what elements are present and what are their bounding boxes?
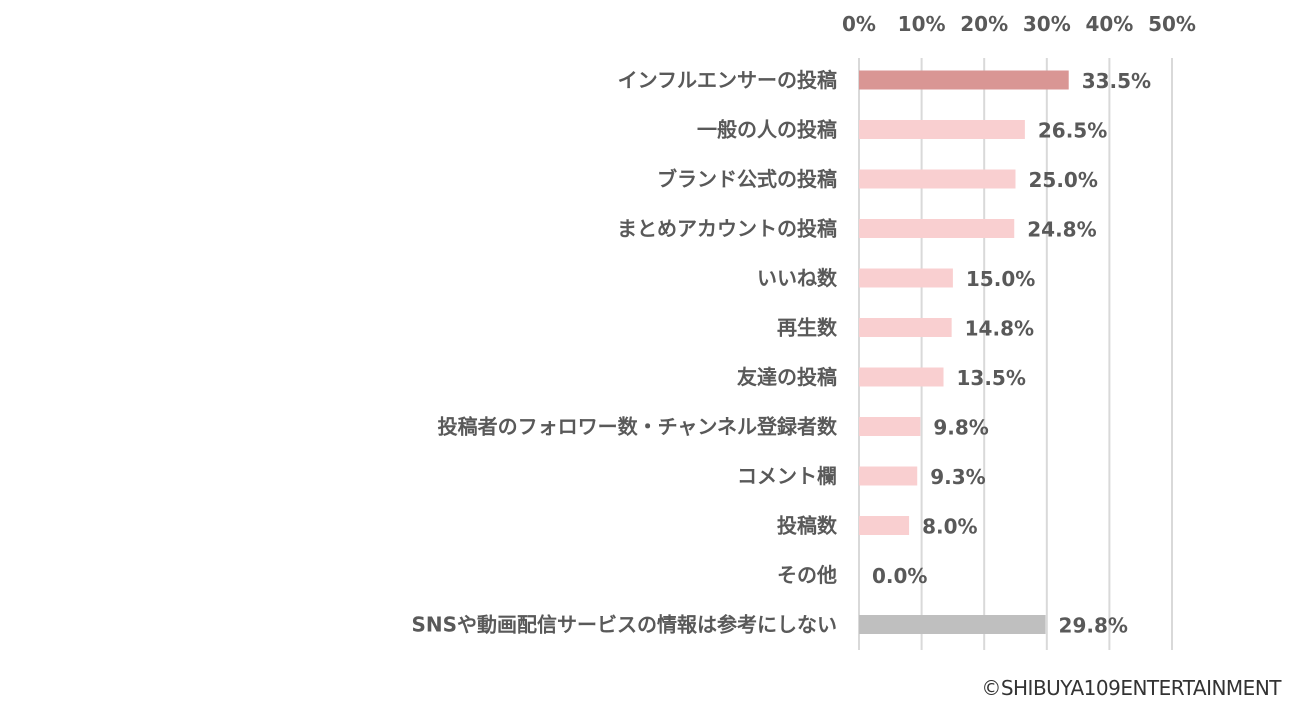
bar — [859, 466, 918, 486]
x-tick-label: 10% — [898, 12, 946, 36]
category-label: インフルエンサーの投稿 — [618, 68, 837, 92]
copyright-text: ©SHIBUYA109ENTERTAINMENT — [981, 676, 1281, 700]
data-label: 14.8% — [965, 317, 1034, 341]
data-label: 33.5% — [1082, 69, 1151, 93]
category-label: 投稿数 — [777, 514, 838, 538]
data-label: 15.0% — [966, 267, 1035, 291]
bar — [859, 70, 1069, 90]
category-label: 投稿者のフォロワー数・チャンネル登録者数 — [438, 415, 838, 439]
category-label: その他 — [777, 563, 837, 587]
data-label: 29.8% — [1059, 614, 1128, 638]
bar — [859, 318, 952, 337]
data-label: 24.8% — [1027, 218, 1096, 242]
bar — [859, 615, 1046, 634]
category-label: 再生数 — [777, 316, 838, 340]
bar — [859, 417, 921, 436]
x-tick-label: 40% — [1085, 12, 1133, 36]
x-tick-label: 50% — [1148, 12, 1196, 36]
data-label: 8.0% — [922, 515, 977, 539]
x-tick-label: 30% — [1023, 12, 1071, 36]
data-label: 13.5% — [957, 366, 1026, 390]
category-label: いいね数 — [757, 266, 838, 290]
category-label: 一般の人の投稿 — [697, 118, 837, 142]
category-label: 友達の投稿 — [737, 365, 837, 389]
x-tick-label: 0% — [842, 12, 876, 36]
bar — [859, 169, 1016, 189]
data-label: 25.0% — [1029, 168, 1098, 192]
category-label: まとめアカウントの投稿 — [617, 217, 837, 241]
category-label: SNSや動画配信サービスの情報は参考にしない — [411, 613, 837, 637]
x-tick-label: 20% — [960, 12, 1008, 36]
bar — [859, 120, 1025, 139]
category-label: ブランド公式の投稿 — [657, 167, 837, 191]
bar — [859, 516, 910, 535]
data-label: 9.8% — [933, 416, 988, 440]
category-label: コメント欄 — [737, 464, 837, 488]
bar — [859, 367, 944, 387]
data-label: 26.5% — [1038, 119, 1107, 143]
bar — [859, 268, 953, 288]
bar — [859, 219, 1015, 238]
data-label: 9.3% — [930, 465, 985, 489]
data-label: 0.0% — [872, 564, 927, 588]
